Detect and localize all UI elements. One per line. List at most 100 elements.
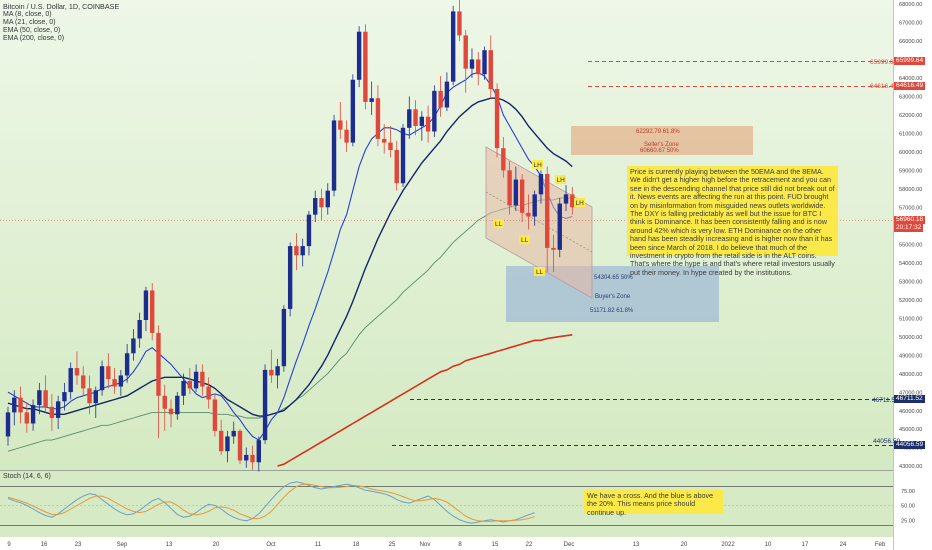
- candle-body: [551, 247, 556, 250]
- candle-body: [306, 214, 312, 247]
- time-tick-label: 8: [458, 542, 462, 548]
- candle-body: [49, 406, 55, 418]
- sellers-zone-label: Seller's Zone: [644, 142, 679, 148]
- candle-body: [231, 430, 236, 437]
- candle-body: [494, 89, 500, 149]
- time-tick-label: Sep: [117, 542, 128, 548]
- price-tick-label: 58000.00: [899, 187, 922, 193]
- candle-body: [570, 194, 575, 208]
- buyers-zone-label: Buyer's Zone: [595, 294, 631, 300]
- price-tick-label: 43000.00: [899, 464, 922, 470]
- time-tick-label: 24: [840, 542, 847, 548]
- price-tick-label: 61000.00: [899, 132, 922, 138]
- candle-body: [93, 390, 98, 404]
- candle-body: [99, 366, 105, 391]
- candle-body: [118, 375, 124, 387]
- candle-body: [24, 412, 30, 424]
- price-tick-label: 55000.00: [899, 242, 922, 248]
- time-tick-label: Nov: [420, 542, 431, 548]
- candle-body: [444, 81, 450, 108]
- time-tick-label: 15: [492, 542, 499, 548]
- price-tick-label: 59000.00: [899, 169, 922, 175]
- swing-tag-lh-1: [532, 160, 543, 169]
- candle-body: [250, 454, 255, 463]
- candle-body: [181, 380, 186, 396]
- time-tick-label: 2022: [721, 542, 735, 548]
- candle-body: [526, 212, 531, 217]
- price-tick-label: 53000.00: [899, 279, 922, 285]
- price-tick-label: 47000.00: [899, 390, 922, 396]
- stoch-k-line: [7, 481, 535, 524]
- level-label-65999: 65999.64: [870, 59, 897, 66]
- candle-body: [269, 369, 274, 376]
- time-tick-label: Oct: [266, 542, 276, 548]
- candle-body: [425, 116, 431, 132]
- time-axis-background: [0, 537, 893, 550]
- stoch-note: We have a cross. And the blue is above t…: [584, 490, 723, 517]
- candle-body: [212, 399, 218, 431]
- time-tick-label: 11: [315, 542, 322, 548]
- price-tag-44056: 44056.59: [894, 441, 926, 449]
- time-tick-label: 9: [7, 542, 11, 548]
- candle-body: [532, 194, 537, 217]
- swing-label-ll-1: LL: [495, 221, 503, 228]
- stoch-d-line: [7, 483, 535, 522]
- candle-body: [225, 436, 230, 452]
- time-tick-label: 13: [633, 542, 640, 548]
- swing-tag-lh-3: [574, 198, 585, 207]
- candle-body: [356, 31, 362, 80]
- candle-body: [187, 380, 193, 389]
- time-tick-label: Feb: [875, 542, 886, 548]
- candle-body: [438, 90, 443, 108]
- buyers-zone-bottom-text: 51171.82 61.8%: [590, 308, 634, 314]
- candle-body: [18, 397, 23, 413]
- time-tick-label: 20: [681, 542, 688, 548]
- candle-body: [419, 116, 425, 126]
- candle-body: [43, 390, 48, 407]
- time-tick-label: 18: [353, 542, 360, 548]
- candle-body: [313, 198, 318, 215]
- channel-midline: [485, 191, 593, 253]
- candle-body: [106, 366, 111, 380]
- candle-body: [143, 290, 149, 321]
- swing-tag-ll-2: [519, 235, 530, 244]
- candle-body: [62, 392, 67, 402]
- stoch-tick-label: 50.00: [901, 504, 915, 510]
- candle-body: [563, 194, 569, 204]
- price-axis-background: [893, 0, 932, 550]
- price-tick-label: 64000.00: [899, 76, 922, 82]
- candle-body: [382, 138, 387, 143]
- swing-label-lh-3: LH: [576, 200, 585, 207]
- candle-body: [338, 120, 343, 130]
- analysis-note: Price is currently playing between the 5…: [627, 166, 838, 277]
- swing-tag-ll-3: [534, 267, 545, 276]
- level-label-46711: 46711.52: [872, 397, 899, 404]
- price-tick-label: 52000.00: [899, 298, 922, 304]
- price-tick-label: 68000.00: [899, 2, 922, 8]
- swing-label-ll-2: LL: [521, 237, 529, 244]
- candle-body: [407, 109, 412, 128]
- candle-body: [175, 395, 180, 415]
- ma21-line: [7, 97, 573, 417]
- swing-label-lh-1: LH: [534, 162, 543, 169]
- candle-body: [218, 430, 224, 452]
- candle-body: [124, 353, 130, 376]
- candle-body: [457, 11, 462, 36]
- swing-label-ll-3: LL: [536, 269, 544, 276]
- candle-body: [131, 338, 136, 354]
- price-tag-last: 56960.18: [894, 216, 926, 224]
- candle-body: [344, 129, 349, 143]
- price-tick-label: 67000.00: [899, 21, 922, 27]
- swing-label-lh-2: LH: [557, 177, 566, 184]
- candle-body: [394, 149, 399, 184]
- candle-body: [137, 320, 142, 339]
- candle-body: [375, 98, 381, 139]
- candle-body: [12, 397, 17, 413]
- candle-body: [200, 371, 205, 387]
- price-tick-label: 45000.00: [899, 427, 922, 433]
- price-tag-46711: 46711.52: [894, 395, 925, 403]
- candle-body: [206, 386, 211, 400]
- stoch-tick-label: 75.00: [901, 489, 915, 495]
- price-tick-label: 50000.00: [899, 335, 922, 341]
